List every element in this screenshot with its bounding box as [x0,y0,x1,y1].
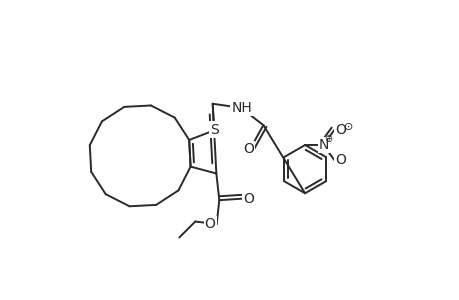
Text: O: O [242,192,253,206]
Text: NH: NH [231,101,252,115]
Text: N: N [318,138,328,152]
Text: O: O [335,153,346,167]
Text: O: O [204,217,215,231]
Text: ⊕: ⊕ [323,134,331,143]
Text: O: O [335,123,346,137]
Text: S: S [209,122,218,136]
Text: O: O [242,142,253,156]
Text: ⊙: ⊙ [343,122,353,132]
